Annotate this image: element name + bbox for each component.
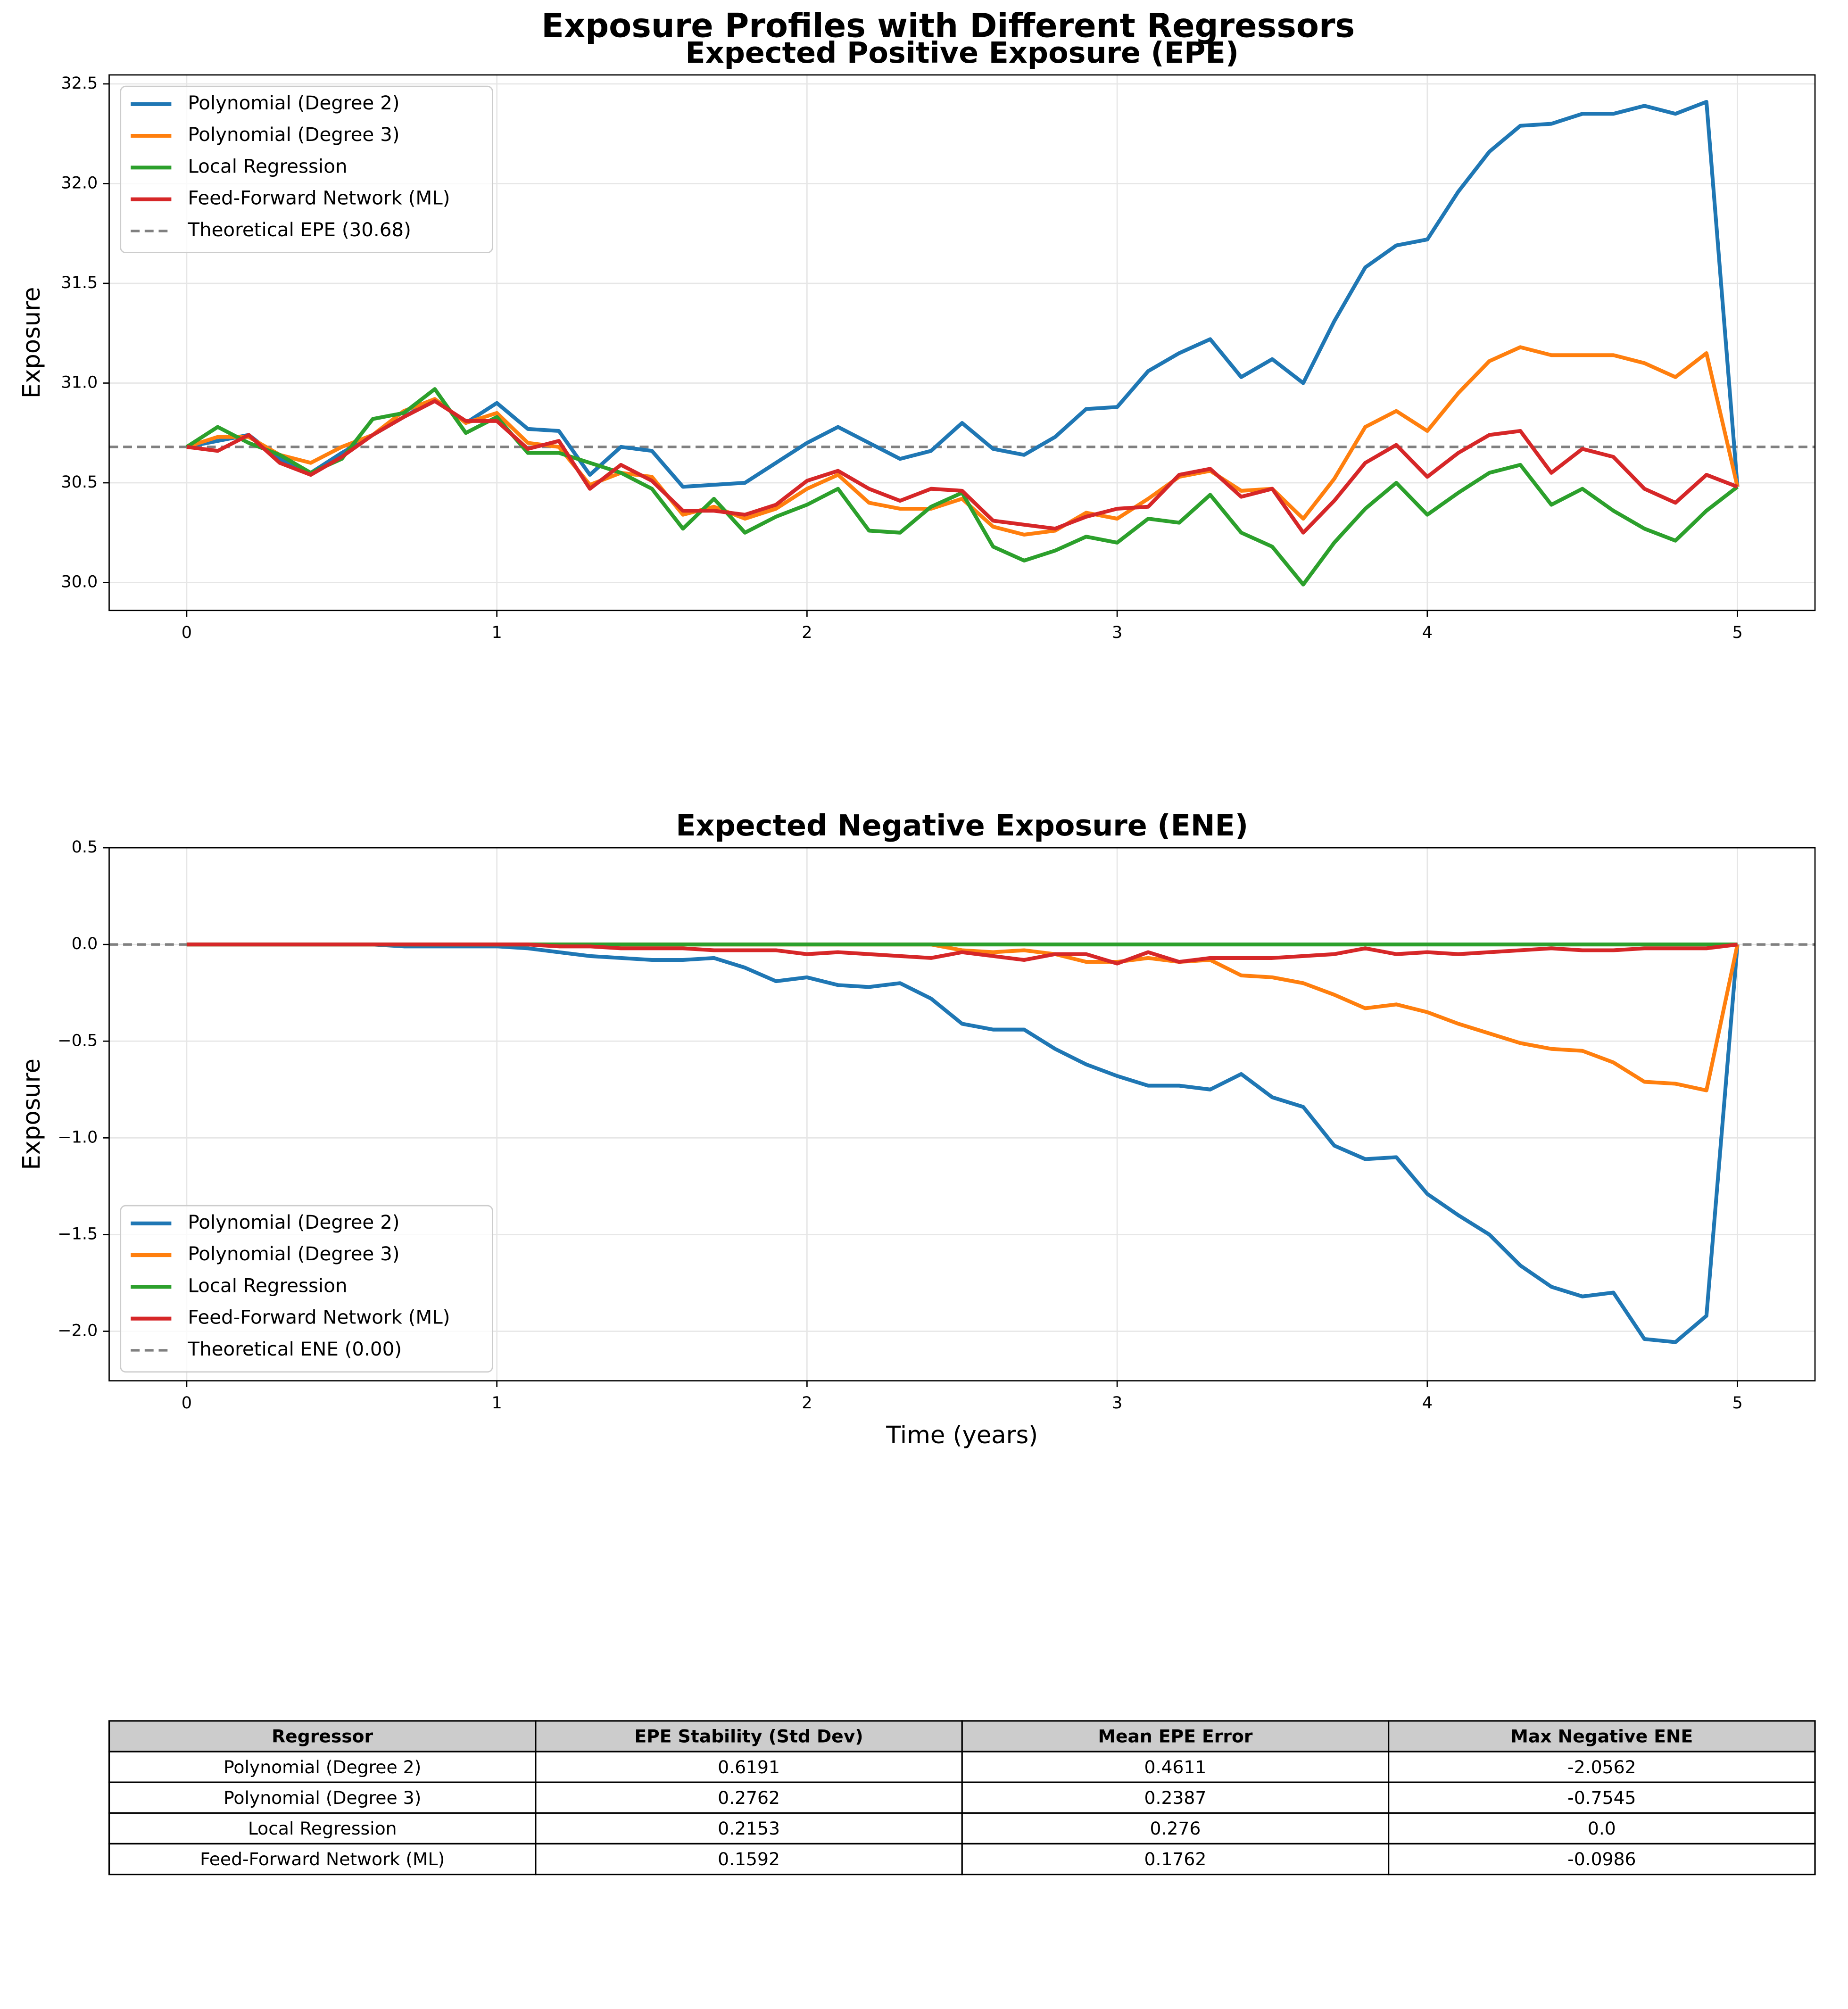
legend-label: Polynomial (Degree 3) xyxy=(188,124,399,146)
table-cell-text: 0.1762 xyxy=(1144,1849,1207,1869)
y-tick-label: 30.0 xyxy=(61,573,98,592)
y-tick-label: 30.5 xyxy=(61,473,98,492)
series-line xyxy=(186,942,1740,1092)
table-cell-text: 0.4611 xyxy=(1144,1757,1207,1778)
table-cell-text: 0.6191 xyxy=(718,1757,780,1778)
x-tick-label: 4 xyxy=(1422,623,1433,642)
legend-label: Local Regression xyxy=(188,155,347,177)
legend-box xyxy=(120,85,493,254)
legend-box xyxy=(120,1205,493,1373)
x-tick-label: 1 xyxy=(492,1394,502,1413)
y-tick-label: −2.0 xyxy=(58,1322,98,1340)
x-tick-label: 0 xyxy=(182,623,192,642)
x-axis-label: Time (years) xyxy=(886,1422,1038,1449)
figure-title: Exposure Profiles with Different Regress… xyxy=(541,6,1355,45)
table-cell xyxy=(108,1812,537,1845)
x-tick-label: 3 xyxy=(1112,1394,1122,1413)
series-line xyxy=(185,387,1739,587)
table-cell xyxy=(108,1781,537,1814)
x-tick-label: 3 xyxy=(1112,623,1122,642)
legend-label: Theoretical ENE (0.00) xyxy=(187,1338,402,1360)
x-tick-label: 2 xyxy=(802,1394,812,1413)
y-axis-label: Exposure xyxy=(18,287,46,398)
table-cell-text: Feed-Forward Network (ML) xyxy=(200,1849,445,1869)
y-tick-label: −1.5 xyxy=(58,1224,98,1243)
series-line xyxy=(186,345,1740,537)
legend-label: Local Regression xyxy=(188,1274,347,1297)
table-cell xyxy=(535,1843,963,1876)
axes-frame xyxy=(108,847,1816,1381)
x-tick-label: 1 xyxy=(492,623,502,642)
table-cell-text: Polynomial (Degree 2) xyxy=(224,1757,421,1778)
table-cell-text: -0.7545 xyxy=(1567,1787,1636,1808)
series-line xyxy=(186,942,1740,1344)
table-cell-text: 0.2387 xyxy=(1144,1787,1207,1808)
table-cell-text: 0.2153 xyxy=(718,1818,780,1839)
table-cell-text: Local Regression xyxy=(248,1818,397,1839)
table-cell xyxy=(535,1812,963,1845)
table-cell-text: 0.276 xyxy=(1150,1818,1201,1839)
x-tick-label: 5 xyxy=(1732,623,1742,642)
x-tick-label: 4 xyxy=(1422,1394,1433,1413)
legend-label: Polynomial (Degree 2) xyxy=(188,1211,399,1233)
table-cell-text: 0.1592 xyxy=(718,1849,780,1869)
x-tick-label: 0 xyxy=(182,1394,192,1413)
y-tick-label: −1.0 xyxy=(58,1128,98,1147)
chart-title: Expected Positive Exposure (EPE) xyxy=(685,36,1239,70)
table-cell-text: -0.0986 xyxy=(1567,1849,1636,1869)
table-header-text: Max Negative ENE xyxy=(1510,1726,1693,1747)
table-cell xyxy=(1388,1812,1816,1845)
table-cell xyxy=(535,1781,963,1814)
legend-label: Feed-Forward Network (ML) xyxy=(188,1306,450,1329)
y-tick-label: 0.5 xyxy=(72,838,98,857)
table-cell-text: 0.0 xyxy=(1588,1818,1616,1839)
legend-label: Polynomial (Degree 2) xyxy=(188,92,399,114)
table-header-text: Regressor xyxy=(272,1726,373,1747)
axes-frame xyxy=(108,74,1816,612)
table-cell-text: Polynomial (Degree 3) xyxy=(224,1787,421,1808)
y-tick-label: 0.0 xyxy=(72,934,98,953)
table-cell-text: 0.2762 xyxy=(718,1787,780,1808)
y-axis-label: Exposure xyxy=(18,1058,46,1170)
y-tick-label: 31.5 xyxy=(61,273,98,292)
series-line xyxy=(186,942,1738,966)
table-cell xyxy=(108,1751,537,1783)
x-tick-label: 5 xyxy=(1732,1394,1742,1413)
legend-label: Polynomial (Degree 3) xyxy=(188,1243,399,1265)
series-line xyxy=(186,399,1739,535)
table-header-text: EPE Stability (Std Dev) xyxy=(634,1726,863,1747)
table-cell xyxy=(1388,1843,1816,1876)
chart-title: Expected Negative Exposure (ENE) xyxy=(676,809,1248,843)
y-tick-label: 31.0 xyxy=(61,373,98,392)
legend-label: Theoretical EPE (30.68) xyxy=(187,219,411,241)
legend-label: Feed-Forward Network (ML) xyxy=(188,187,450,209)
x-tick-label: 2 xyxy=(802,623,812,642)
table-header-text: Mean EPE Error xyxy=(1098,1726,1252,1747)
table-cell xyxy=(1388,1781,1816,1814)
y-tick-label: −0.5 xyxy=(58,1031,98,1050)
y-tick-label: 32.5 xyxy=(61,74,98,93)
table-cell xyxy=(535,1751,963,1783)
table-cell xyxy=(961,1812,1390,1845)
table-header-cell xyxy=(961,1720,1390,1753)
table-cell-text: -2.0562 xyxy=(1567,1757,1636,1778)
y-tick-label: 32.0 xyxy=(61,174,98,192)
